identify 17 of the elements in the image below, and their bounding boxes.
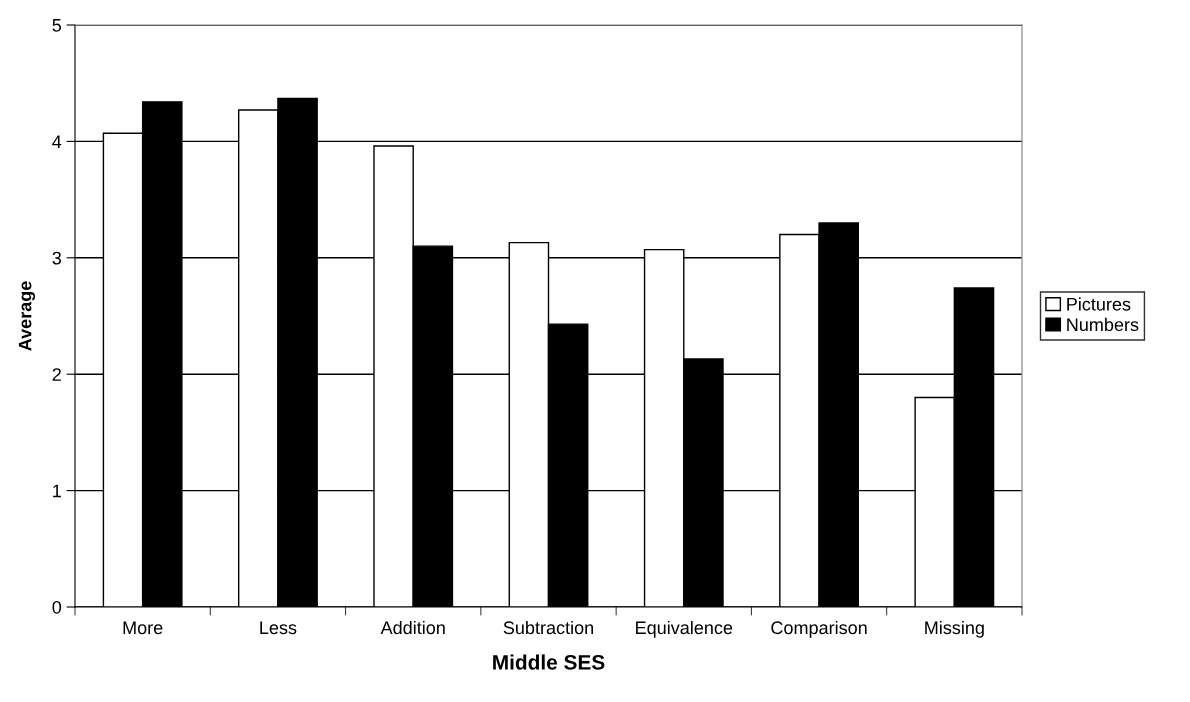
x-tick-label: Comparison [771,620,867,638]
x-tick-label: Missing [925,620,984,638]
x-tick-label: Subtraction [503,620,593,635]
y-axis-title: Average [18,281,36,351]
y-tick-label: 3 [52,251,62,265]
x-tick-label: Addition [380,620,445,635]
y-tick-label: 0 [52,600,62,614]
x-tick-label: Less [260,621,297,635]
legend-label: Numbers [1067,317,1139,332]
y-tick-label: 2 [52,368,61,381]
y-tick-label: 5 [52,19,62,32]
x-axis-title: Middle SES [493,654,605,670]
x-tick-label: Equivalence [636,620,733,638]
y-tick-label: 1 [53,484,61,498]
x-tick-label: More [123,621,163,635]
y-tick-label: 4 [52,135,62,148]
legend-label: Pictures [1067,297,1131,311]
